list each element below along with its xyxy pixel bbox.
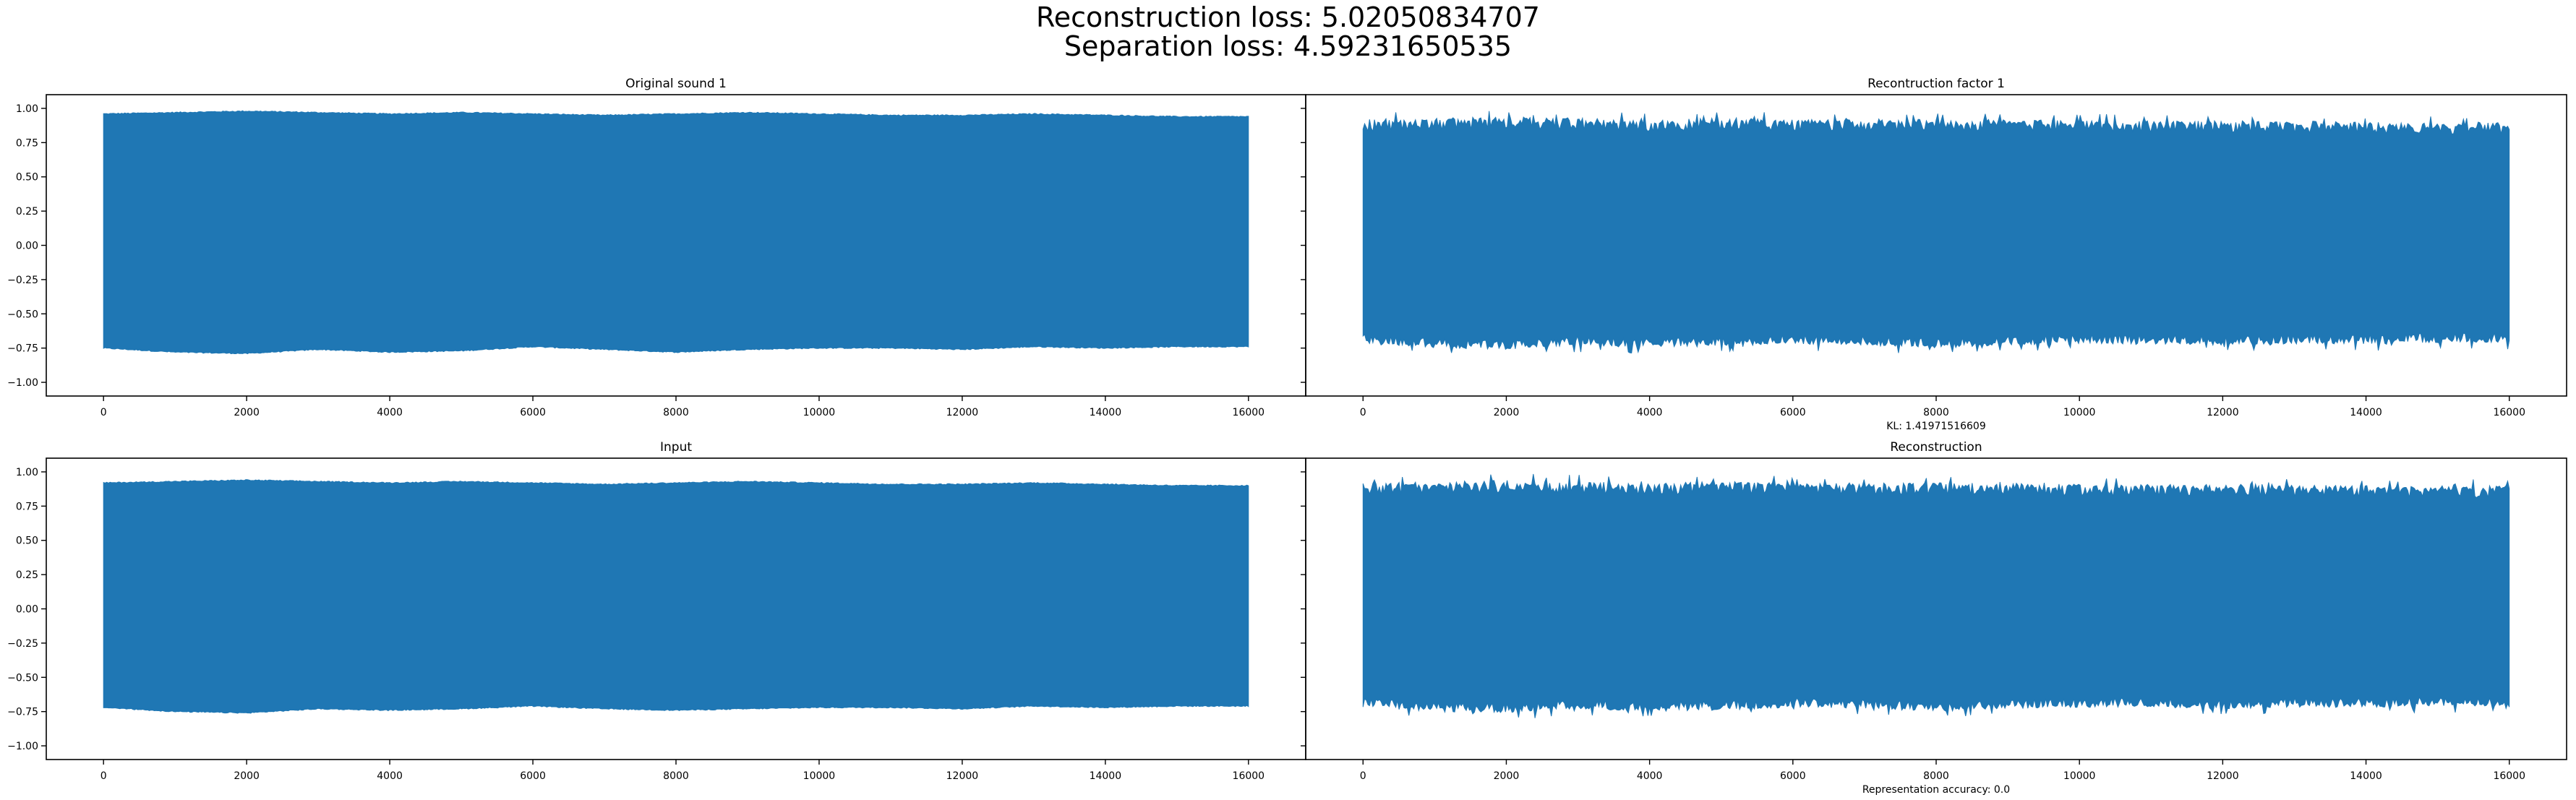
y-tick-label: 0.00 — [16, 241, 38, 252]
x-tick-label: 14000 — [2350, 407, 2382, 418]
x-tick-label: 8000 — [1923, 770, 1949, 782]
x-tick-label: 8000 — [663, 407, 689, 418]
y-tick-label: 0.25 — [16, 569, 38, 581]
series-waveform-reconstruction — [1362, 473, 2510, 718]
y-tick-label: −1.00 — [7, 377, 38, 389]
y-tick-label: 0.50 — [16, 172, 38, 184]
panel-title-input: Input — [660, 440, 692, 455]
y-tick-label: 0.25 — [16, 206, 38, 218]
x-tick-label: 10000 — [2063, 770, 2096, 782]
series-waveform-input — [103, 479, 1249, 714]
x-tick-label: 10000 — [803, 407, 836, 418]
x-tick-label: 14000 — [1090, 407, 1122, 418]
y-tick-label: −0.50 — [7, 672, 38, 684]
x-tick-label: 0 — [1360, 407, 1366, 418]
panel-input: 0 2000 4000 6000 8000 10000 12000 14000 16000 −1.… — [7, 440, 1306, 782]
figure-suptitle-separation-loss: Separation loss: 4.59231650535 — [1064, 30, 1512, 62]
series-waveform-reconstruction-factor-1 — [1362, 111, 2510, 354]
x-tick-label: 6000 — [1780, 770, 1806, 782]
x-tick-label: 4000 — [377, 770, 403, 782]
panel-original-sound-1: 0 2000 4000 6000 8000 10000 12000 14000 16000 −1.… — [7, 77, 1306, 418]
x-tick-label: 12000 — [946, 407, 979, 418]
x-tick-label: 10000 — [2063, 407, 2096, 418]
panel-title-original-sound-1: Original sound 1 — [625, 77, 727, 91]
x-tick-label: 6000 — [520, 770, 546, 782]
x-tick-label: 16000 — [2493, 407, 2525, 418]
y-tick-label: 1.00 — [16, 467, 38, 478]
y-tick-label: 0.75 — [16, 501, 38, 512]
y-tick-label: 0.75 — [16, 137, 38, 149]
x-tick-label: 2000 — [234, 770, 260, 782]
x-tick-label: 14000 — [2350, 770, 2382, 782]
series-waveform-original-sound-1 — [103, 110, 1249, 355]
y-tick-label: 0.00 — [16, 604, 38, 616]
y-tick-label: −0.75 — [7, 343, 38, 355]
x-tick-label: 6000 — [520, 407, 546, 418]
figure-suptitle-reconstruction-loss: Reconstruction loss: 5.02050834707 — [1036, 1, 1540, 33]
x-tick-label: 2000 — [234, 407, 260, 418]
x-tick-label: 0 — [100, 770, 107, 782]
y-tick-label: −0.50 — [7, 309, 38, 320]
y-tick-label: 1.00 — [16, 103, 38, 115]
panel-reconstruction: 0 2000 4000 6000 8000 10000 12000 14000 16000 Rec… — [1301, 440, 2567, 796]
y-tick-label: 0.50 — [16, 536, 38, 547]
x-tick-label: 6000 — [1780, 407, 1806, 418]
x-tick-label: 10000 — [803, 770, 836, 782]
x-tick-label: 0 — [100, 407, 107, 418]
x-tick-label: 4000 — [377, 407, 403, 418]
x-tick-label: 8000 — [663, 770, 689, 782]
x-tick-label: 12000 — [2207, 407, 2239, 418]
x-tick-label: 12000 — [946, 770, 979, 782]
x-tick-label: 14000 — [1090, 770, 1122, 782]
x-tick-label: 16000 — [2493, 770, 2525, 782]
x-tick-label: 8000 — [1923, 407, 1949, 418]
x-axis-label-reconstruction-factor-1: KL: 1.41971516609 — [1886, 421, 1985, 432]
x-tick-label: 0 — [1360, 770, 1366, 782]
panel-title-reconstruction: Reconstruction — [1890, 440, 1982, 455]
x-tick-label: 12000 — [2207, 770, 2239, 782]
y-tick-label: −0.75 — [7, 707, 38, 718]
x-axis-label-reconstruction: Representation accuracy: 0.0 — [1862, 784, 2010, 796]
panel-title-reconstruction-factor-1: Recontruction factor 1 — [1867, 77, 2005, 91]
x-tick-label: 2000 — [1494, 407, 1520, 418]
y-tick-label: −0.25 — [7, 638, 38, 650]
x-tick-label: 16000 — [1233, 770, 1265, 782]
y-tick-label: −1.00 — [7, 741, 38, 752]
x-tick-label: 2000 — [1494, 770, 1520, 782]
y-tick-label: −0.25 — [7, 275, 38, 286]
x-tick-label: 4000 — [1637, 770, 1663, 782]
x-tick-label: 4000 — [1637, 407, 1663, 418]
x-tick-label: 16000 — [1233, 407, 1265, 418]
panel-reconstruction-factor-1: 0 2000 4000 6000 8000 10000 12000 14000 16000 Rec… — [1301, 77, 2567, 432]
